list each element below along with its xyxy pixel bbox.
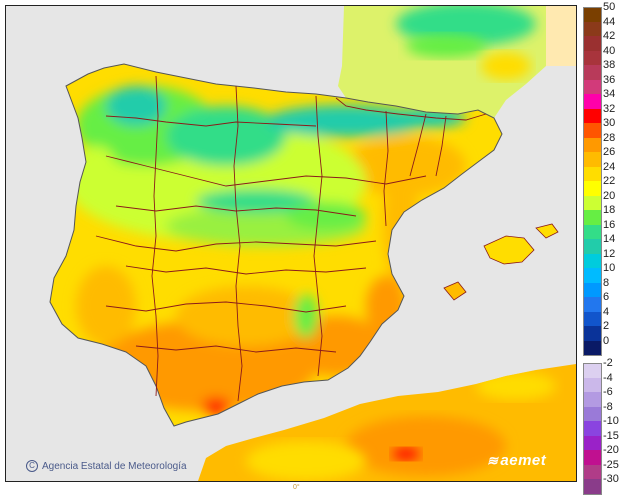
legend-label: 26 [603, 146, 616, 158]
legend-label: 12 [603, 247, 616, 260]
province-borders [95, 75, 487, 402]
legend-swatch [583, 181, 602, 196]
longitude-label: 0° [293, 484, 300, 491]
legend-swatch [583, 195, 602, 210]
legend-swatch [583, 392, 602, 407]
aemet-logo-icon: ≋ [487, 452, 499, 468]
legend-label: -2 [603, 357, 613, 369]
legend-label: 38 [603, 59, 616, 71]
aemet-logo: ≋ aemet [487, 452, 546, 469]
legend-label: 40 [603, 44, 616, 57]
mallorca-island [483, 235, 535, 265]
brand-text: aemet [500, 452, 547, 469]
legend-label: -6 [603, 386, 613, 398]
legend-swatch [583, 50, 602, 65]
legend-label: 22 [603, 175, 616, 187]
legend-label: -15 [603, 429, 619, 442]
credit-text: Agencia Estatal de Meteorología [42, 460, 187, 472]
legend-label: 34 [603, 88, 616, 100]
credit-line: C Agencia Estatal de Meteorología [26, 460, 187, 472]
legend-label: 44 [603, 15, 616, 28]
legend-swatch [583, 326, 602, 341]
legend-swatch [583, 79, 602, 94]
legend-label: -10 [603, 415, 619, 427]
legend-swatch [583, 479, 602, 495]
legend-label: 50 [603, 1, 616, 13]
legend-label: 10 [603, 262, 616, 274]
legend-swatch [583, 253, 602, 268]
legend-label: 0 [603, 334, 610, 347]
legend-swatch [583, 36, 602, 51]
legend-label: 28 [603, 131, 616, 144]
coastline [49, 63, 503, 427]
legend-label: -8 [603, 400, 613, 413]
legend-label: -4 [603, 371, 613, 384]
legend-swatch [583, 340, 602, 356]
legend-label: -25 [603, 458, 619, 471]
legend-swatch [583, 297, 602, 312]
legend-swatch [583, 311, 602, 326]
legend-label: 24 [603, 160, 616, 173]
legend-label: 36 [603, 73, 616, 86]
legend-label: 20 [603, 189, 616, 202]
legend-swatch [583, 7, 602, 23]
legend-label: 6 [603, 291, 610, 303]
temperature-map [5, 5, 577, 482]
italy-corner [546, 6, 576, 66]
legend-swatch [583, 450, 602, 465]
legend-label: 14 [603, 233, 616, 245]
legend-swatch [583, 239, 602, 254]
legend-label: 16 [603, 218, 616, 231]
legend-label: 30 [603, 117, 616, 129]
temperature-legend: 50 44 42 40 38 36 34 32 30 28 26 24 22 20 18 16 14 12 10 8 6… [583, 1, 628, 495]
legend-swatch [583, 123, 602, 138]
legend-label: -30 [603, 473, 619, 485]
legend-swatch [583, 268, 602, 283]
legend-label: 42 [603, 30, 616, 42]
legend-swatch [583, 406, 602, 421]
legend-label: 32 [603, 102, 616, 115]
legend-swatch [583, 166, 602, 181]
menorca-island [535, 223, 559, 239]
legend-swatch [583, 464, 602, 479]
legend-swatch [583, 363, 602, 379]
legend-swatch [583, 65, 602, 80]
legend-swatch [583, 210, 602, 225]
ibiza-island [443, 281, 467, 301]
legend-swatch [583, 152, 602, 167]
copyright-icon: C [26, 460, 38, 472]
legend-label: 2 [603, 320, 610, 332]
legend-swatch [583, 421, 602, 436]
legend-swatch [583, 224, 602, 239]
legend-swatch [583, 435, 602, 450]
legend-swatch [583, 108, 602, 123]
legend-swatch [583, 137, 602, 152]
legend-label: 4 [603, 305, 610, 318]
legend-label: 18 [603, 204, 616, 216]
legend-label: -20 [603, 444, 619, 456]
legend-label: 8 [603, 276, 610, 289]
legend-swatch [583, 94, 602, 109]
legend-swatch [583, 282, 602, 297]
legend-swatch [583, 377, 602, 392]
legend-swatch [583, 21, 602, 36]
map-canvas [6, 6, 576, 481]
